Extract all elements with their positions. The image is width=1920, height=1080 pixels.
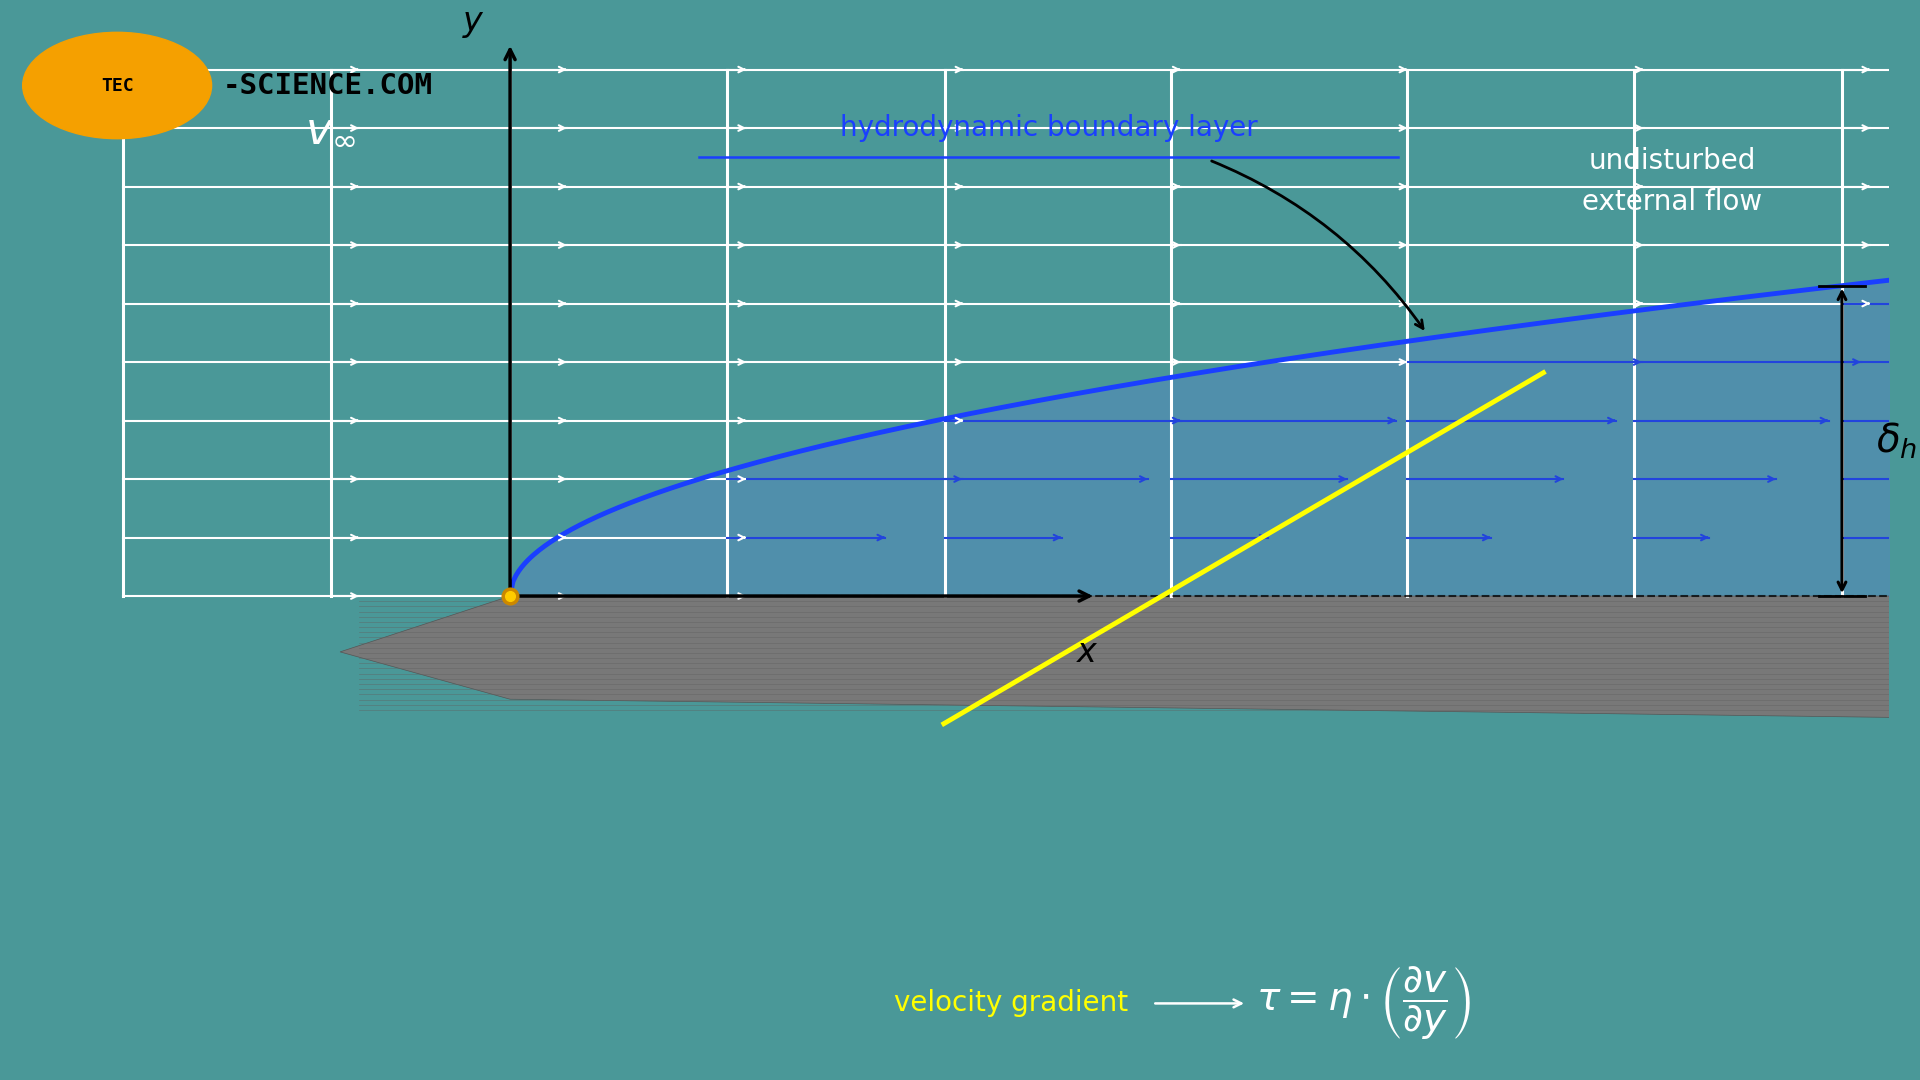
Circle shape [23,32,211,138]
Text: $v_\infty$: $v_\infty$ [305,106,355,149]
Text: y: y [463,4,482,38]
Text: TEC: TEC [102,77,134,95]
Text: velocity gradient: velocity gradient [893,989,1127,1017]
Polygon shape [340,596,1920,718]
Text: x: x [1077,636,1096,670]
Text: -SCIENCE.COM: -SCIENCE.COM [223,71,432,99]
Text: undisturbed
external flow: undisturbed external flow [1582,147,1763,216]
Text: $\delta_h$: $\delta_h$ [1876,421,1918,461]
Text: $\tau = \eta \cdot \left(\dfrac{\partial v}{\partial y}\right)$: $\tau = \eta \cdot \left(\dfrac{\partial… [1256,964,1471,1042]
Text: hydrodynamic boundary layer: hydrodynamic boundary layer [839,114,1258,143]
